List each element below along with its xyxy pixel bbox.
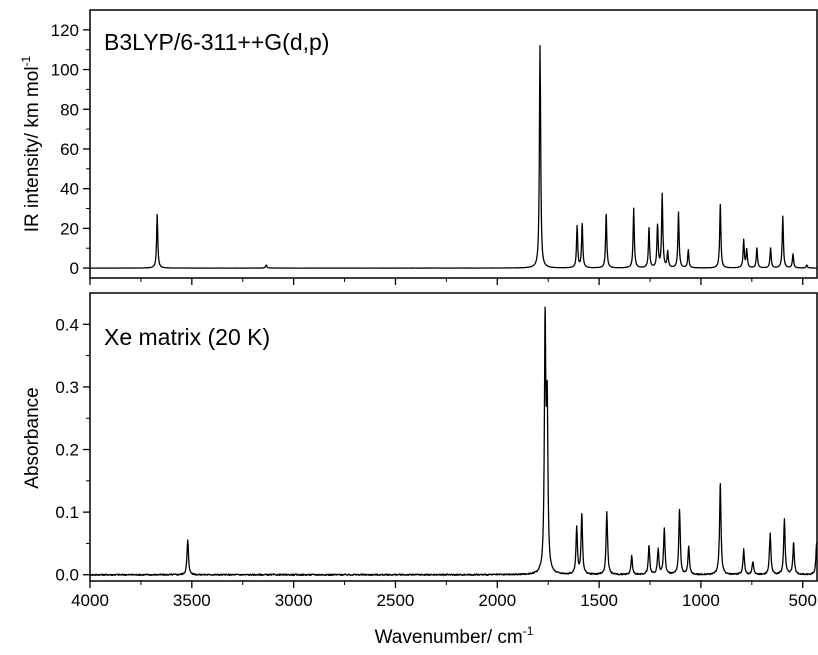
bottom-y-ticks: 0.0 0.1 0.2 0.3 0.4	[55, 315, 90, 585]
bottom-y-tick-label: 0.4	[55, 315, 79, 334]
top-x-ticks	[89, 278, 804, 285]
x-tick-label: 1500	[580, 591, 618, 610]
top-y-axis-title-sup: -1	[19, 55, 33, 66]
bottom-panel-label: Xe matrix (20 K)	[104, 324, 270, 350]
x-tick-label: 4000	[71, 591, 109, 610]
bottom-x-ticks: 4000 3500 3000 2500 2000 1500 1000 500	[71, 581, 817, 610]
top-y-tick-label: 40	[60, 180, 79, 199]
x-tick-label: 500	[789, 591, 817, 610]
bottom-y-axis-title: Absorbance	[22, 387, 43, 488]
top-plot-frame	[89, 9, 818, 279]
x-axis-title-sup: -1	[523, 624, 534, 638]
calculated-spectrum-panel: 0 20 40 60 80 100 120 B3LYP/6-311++G(d,p) IR i…	[19, 9, 818, 285]
calculated-ir-trace	[89, 45, 818, 269]
top-y-tick-label: 80	[60, 100, 79, 119]
top-y-axis-title-main: IR intensity/ km mol	[22, 66, 43, 232]
x-axis-title-main: Wavenumber/ cm	[375, 627, 523, 648]
x-tick-label: 3500	[173, 591, 211, 610]
x-tick-label: 1000	[682, 591, 720, 610]
top-y-tick-label: 100	[51, 61, 79, 80]
x-tick-label: 2500	[377, 591, 415, 610]
x-axis-title: Wavenumber/ cm-1	[375, 624, 534, 648]
top-y-tick-label: 60	[60, 140, 79, 159]
bottom-plot-frame	[89, 292, 818, 582]
top-panel-label: B3LYP/6-311++G(d,p)	[104, 29, 329, 55]
top-y-tick-label: 120	[51, 21, 79, 40]
top-y-axis-title: IR intensity/ km mol-1	[19, 55, 43, 232]
bottom-y-tick-label: 0.2	[55, 441, 79, 460]
x-tick-label: 3000	[275, 591, 313, 610]
bottom-y-tick-label: 0.3	[55, 378, 79, 397]
experimental-spectrum-panel: 0.0 0.1 0.2 0.3 0.4 4000 3500 3000 2500 2000 1500…	[22, 292, 818, 610]
experimental-absorbance-trace	[89, 306, 818, 577]
top-y-ticks: 0 20 40 60 80 100 120	[51, 21, 90, 278]
x-tick-label: 2000	[478, 591, 516, 610]
top-y-tick-label: 0	[70, 259, 79, 278]
bottom-y-tick-label: 0.1	[55, 503, 79, 522]
bottom-y-tick-label: 0.0	[55, 566, 79, 585]
top-y-tick-label: 20	[60, 219, 79, 238]
